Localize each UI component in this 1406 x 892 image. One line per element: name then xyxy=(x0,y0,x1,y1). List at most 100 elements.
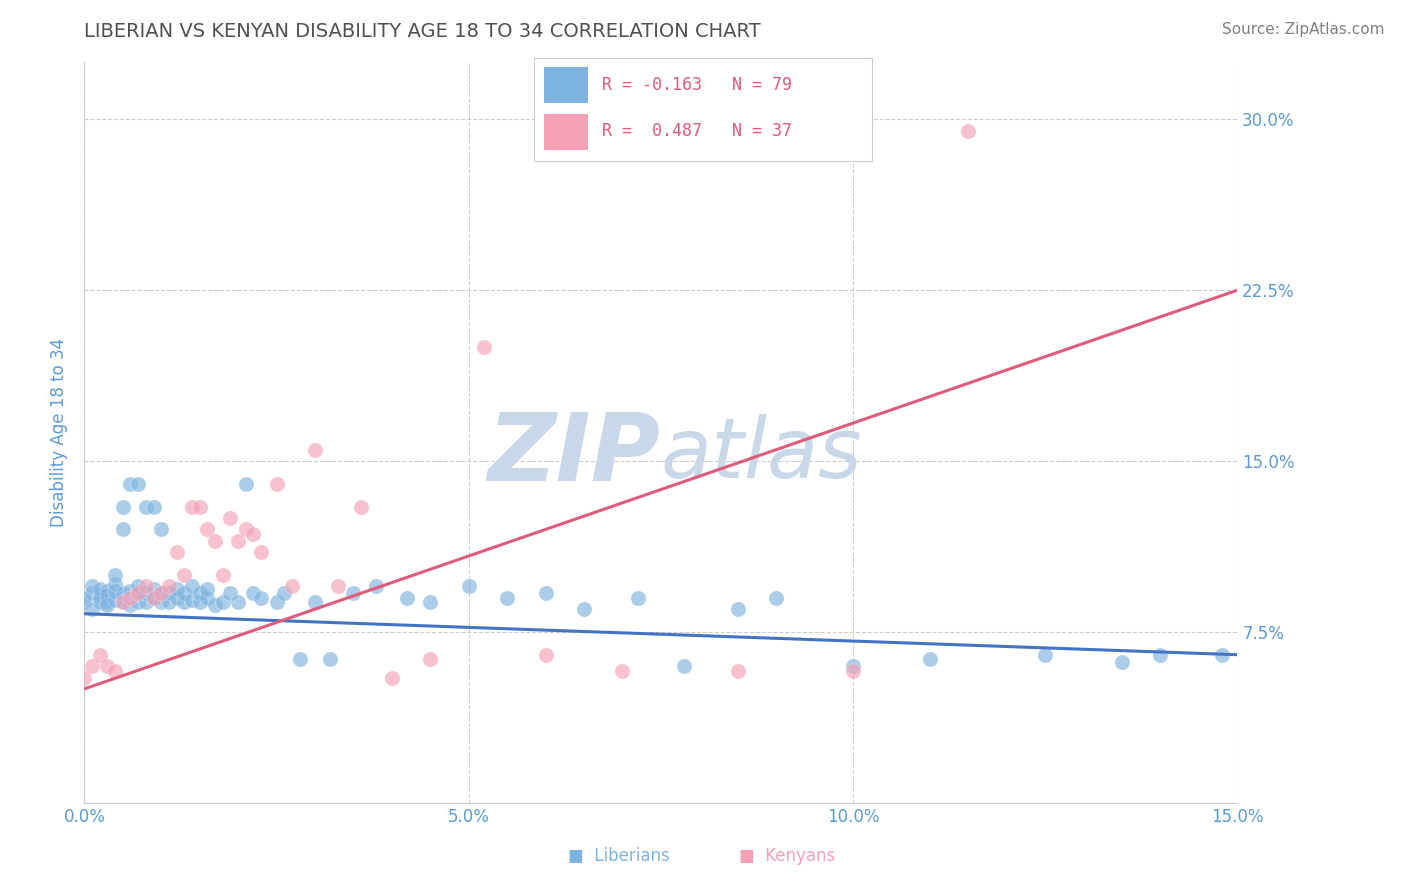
Point xyxy=(96,589,118,603)
Point xyxy=(73,595,96,609)
Point xyxy=(842,659,865,673)
Point xyxy=(226,595,249,609)
Point xyxy=(73,591,96,605)
Text: R =  0.487   N = 37: R = 0.487 N = 37 xyxy=(602,122,792,140)
Point xyxy=(142,591,165,605)
Point xyxy=(111,500,134,514)
Point xyxy=(173,595,195,609)
Point xyxy=(157,579,180,593)
Point xyxy=(157,595,180,609)
Point xyxy=(273,586,295,600)
Point xyxy=(211,595,233,609)
Point xyxy=(96,598,118,612)
Point xyxy=(157,586,180,600)
Point xyxy=(135,579,157,593)
Point xyxy=(266,595,288,609)
Point xyxy=(319,652,342,666)
Point xyxy=(166,591,188,605)
Point xyxy=(89,648,111,662)
Point xyxy=(304,595,326,609)
Point xyxy=(350,500,373,514)
Point xyxy=(104,583,127,598)
Point xyxy=(80,586,103,600)
Point xyxy=(534,648,557,662)
Point xyxy=(127,586,149,600)
Point xyxy=(96,583,118,598)
Point xyxy=(472,340,495,354)
Point xyxy=(127,476,149,491)
Point xyxy=(120,583,142,598)
Point xyxy=(342,586,364,600)
Point xyxy=(96,659,118,673)
Point xyxy=(1211,648,1233,662)
Point xyxy=(80,602,103,616)
Point xyxy=(235,523,257,537)
Point xyxy=(188,595,211,609)
Point xyxy=(181,593,204,607)
Point xyxy=(142,500,165,514)
Point xyxy=(142,582,165,596)
Point xyxy=(111,523,134,537)
Point xyxy=(111,595,134,609)
Y-axis label: Disability Age 18 to 34: Disability Age 18 to 34 xyxy=(51,338,69,527)
Point xyxy=(135,500,157,514)
Point xyxy=(326,579,349,593)
Point xyxy=(396,591,419,605)
Point xyxy=(150,523,173,537)
Point xyxy=(195,523,218,537)
Point xyxy=(419,595,441,609)
Point xyxy=(250,545,273,559)
Point xyxy=(957,124,980,138)
Point xyxy=(281,579,304,593)
Point xyxy=(1149,648,1171,662)
Point xyxy=(381,671,404,685)
Point xyxy=(242,527,264,541)
Text: LIBERIAN VS KENYAN DISABILITY AGE 18 TO 34 CORRELATION CHART: LIBERIAN VS KENYAN DISABILITY AGE 18 TO … xyxy=(84,22,761,41)
Point xyxy=(496,591,519,605)
Point xyxy=(842,664,865,678)
Point xyxy=(150,586,173,600)
Point xyxy=(304,442,326,457)
Point xyxy=(219,586,242,600)
Text: Source: ZipAtlas.com: Source: ZipAtlas.com xyxy=(1222,22,1385,37)
Point xyxy=(166,582,188,596)
Bar xyxy=(544,114,588,150)
Point xyxy=(181,579,204,593)
Point xyxy=(226,533,249,548)
Point xyxy=(1033,648,1056,662)
Point xyxy=(80,659,103,673)
Point xyxy=(204,598,226,612)
Point xyxy=(80,579,103,593)
Point xyxy=(242,586,264,600)
Point xyxy=(120,591,142,605)
Point xyxy=(918,652,941,666)
Point xyxy=(89,595,111,609)
Point xyxy=(250,591,273,605)
Point xyxy=(181,500,204,514)
Point xyxy=(188,586,211,600)
Point xyxy=(211,568,233,582)
Point xyxy=(111,586,134,600)
Point xyxy=(672,659,695,673)
Point xyxy=(135,595,157,609)
Point xyxy=(150,595,173,609)
Text: ■  Kenyans: ■ Kenyans xyxy=(740,847,835,865)
Point xyxy=(288,652,311,666)
Point xyxy=(612,664,634,678)
Point xyxy=(366,579,388,593)
Point xyxy=(627,591,650,605)
Point xyxy=(235,476,257,491)
Point xyxy=(104,593,127,607)
Point xyxy=(765,591,787,605)
Point xyxy=(572,602,595,616)
Point xyxy=(195,582,218,596)
Point xyxy=(419,652,441,666)
Point xyxy=(89,589,111,603)
Point xyxy=(166,545,188,559)
Point xyxy=(457,579,479,593)
Point xyxy=(120,598,142,612)
Point xyxy=(104,568,127,582)
Point xyxy=(727,664,749,678)
Text: R = -0.163   N = 79: R = -0.163 N = 79 xyxy=(602,76,792,95)
Point xyxy=(188,500,211,514)
